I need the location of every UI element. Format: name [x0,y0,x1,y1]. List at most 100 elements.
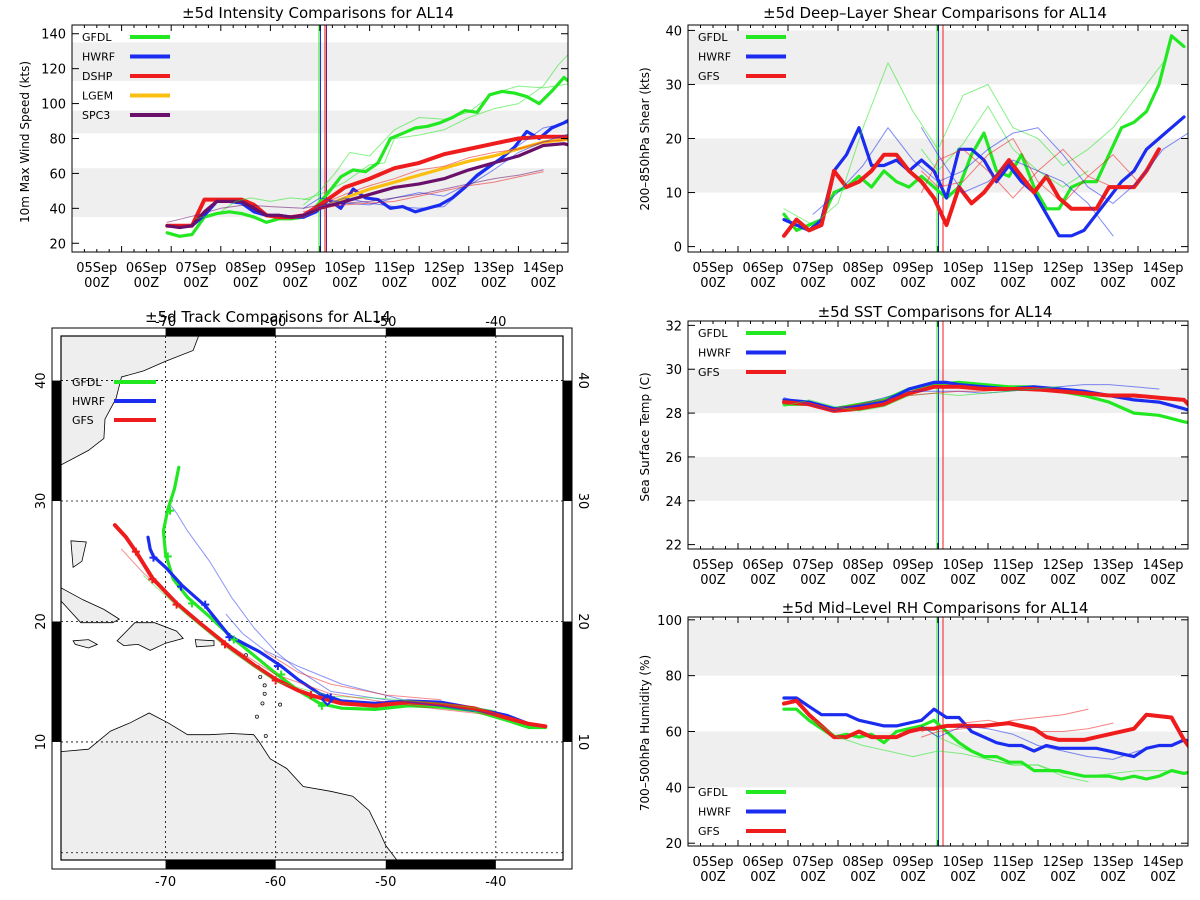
rh-xtick-label-date: 07Sep [792,855,833,870]
rh-xtick-label-date: 11Sep [992,855,1033,870]
sst-xtick-label-date: 11Sep [992,558,1033,573]
intensity-xtick-label-date: 08Sep [225,261,266,276]
sst-xtick-label-date: 08Sep [842,558,883,573]
track-lon-label-bottom: -50 [375,875,396,890]
track-legend-label: GFS [72,414,94,427]
sst-xtick-label-date: 13Sep [1092,558,1133,573]
shear-series-hwrf [921,127,1114,237]
sst-xtick-label-hour: 00Z [850,573,876,588]
rh-xtick-label-hour: 00Z [750,870,776,885]
intensity-series-group [165,53,568,238]
island-land [263,733,268,738]
shear-xtick-label-hour: 00Z [1150,276,1176,291]
shear-xtick-label-date: 07Sep [792,261,833,276]
island-land [260,701,265,706]
shear-xtick-label-date: 08Sep [842,261,883,276]
rh-xtick-label-hour: 00Z [950,870,976,885]
track-series-gfs [121,548,497,716]
intensity-ylabel: 10m Max Wind Speed (kts) [18,61,32,223]
sst-series-gfs [833,388,1060,410]
shear-xtick-label-date: 09Sep [892,261,933,276]
sst-xtick-label-hour: 00Z [1000,573,1026,588]
shear-ytick-label: 30 [665,78,682,93]
shear-ytick-label: 0 [674,241,682,256]
shear-xtick-label-hour: 00Z [700,276,726,291]
shear-xtick-label-date: 12Sep [1042,261,1083,276]
sst-xtick-label-hour: 00Z [950,573,976,588]
sst-series-hwrf [782,380,1188,412]
sst-ytick-label: 32 [665,319,682,334]
rh-xtick-label-date: 08Sep [842,855,883,870]
sst-xtick-label-hour: 00Z [700,573,726,588]
intensity-legend-label: SPC3 [82,109,110,122]
track-lat-label-right: 20 [575,613,590,630]
sst-series-group [782,380,1188,425]
shear-legend-label: HWRF [698,51,731,64]
shear-series-group [782,34,1188,238]
sst-legend-label: GFS [698,366,720,379]
track-series-hwrf [170,505,497,715]
track-lat-label-right: 40 [575,372,590,389]
track-lat-label-left: 40 [34,372,49,389]
intensity-series-gfdl [165,75,568,238]
shear-xtick-label-date: 10Sep [942,261,983,276]
shear-series-gfs [921,148,1114,199]
track-lon-label-bottom: -40 [485,875,506,890]
rh-xtick-label-date: 14Sep [1142,855,1183,870]
shear-ytick-label: 10 [665,187,682,202]
rh-xtick-label-hour: 00Z [800,870,826,885]
jamaica-land [72,639,99,649]
track-border-top-segment [165,328,276,336]
south-america-land [61,712,398,860]
hispaniola-land [116,622,184,651]
intensity-xtick-label-hour: 00Z [530,276,556,291]
track-lat-label-right: 10 [575,734,590,751]
intensity-series-gfdl [303,53,568,201]
rh-ytick-label: 60 [665,726,682,741]
sst-title: ±5d SST Comparisons for AL14 [818,303,1053,321]
intensity-ytick-label: 40 [49,202,66,217]
track-border-left-segment [52,380,61,502]
track-border-top-segment [385,328,496,336]
shear-xtick-label-date: 14Sep [1142,261,1183,276]
track-border-bottom-segment [165,860,276,869]
sst-xtick-label-hour: 00Z [800,573,826,588]
rh-xtick-label-date: 10Sep [942,855,983,870]
intensity-xtick-label-hour: 00Z [332,276,358,291]
track-lon-label-bottom: -60 [265,875,286,890]
track-border-left-segment [52,621,61,742]
intensity-series-hwrf [303,122,568,209]
intensity-xtick-label-hour: 00Z [183,276,209,291]
intensity-xtick-label-hour: 00Z [431,276,457,291]
sst-ytick-label: 24 [665,495,682,510]
intensity-legend-label: HWRF [82,51,115,64]
shear-series-gfs [782,147,1161,238]
intensity-ytick-label: 60 [49,167,66,182]
sst-legend-label: GFDL [698,327,728,340]
rh-xtick-label-date: 13Sep [1092,855,1133,870]
track-lon-label-bottom: -70 [155,875,176,890]
intensity-xtick-label-hour: 00Z [233,276,259,291]
shear-series-gfs [921,138,1139,204]
intensity-ytick-label: 20 [49,237,66,252]
track-outer-frame [51,327,573,870]
island-land [262,683,267,688]
track-lat-label-left: 30 [34,493,49,510]
rh-series-group [782,696,1188,783]
intensity-xtick-label-date: 06Sep [126,261,167,276]
track-lon-label-top: -70 [155,315,176,330]
north-america-land [61,336,200,466]
rh-legend-label: HWRF [698,806,731,819]
rh-series-gfs [921,708,1089,738]
shear-xtick-label-date: 05Sep [692,261,733,276]
shear-xtick-label-date: 06Sep [742,261,783,276]
intensity-xtick-label-date: 10Sep [324,261,365,276]
intensity-series-dshp [303,138,568,215]
track-lon-label-top: -50 [375,315,396,330]
cuba-land [61,587,121,624]
sst-xtick-label-hour: 00Z [900,573,926,588]
rh-ylabel: 700–500hPa Humidity (%) [638,655,652,811]
rh-xtick-label-date: 12Sep [1042,855,1083,870]
shear-legend-label: GFS [698,70,720,83]
track-lat-label-left: 20 [34,613,49,630]
